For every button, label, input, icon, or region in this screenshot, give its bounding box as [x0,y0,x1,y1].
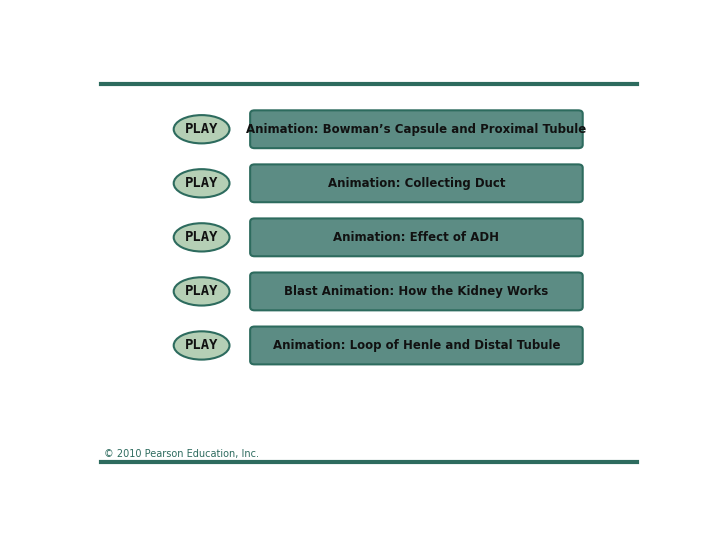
Text: PLAY: PLAY [185,339,218,353]
Ellipse shape [174,332,230,360]
Ellipse shape [174,169,230,198]
Text: Animation: Loop of Henle and Distal Tubule: Animation: Loop of Henle and Distal Tubu… [273,339,560,352]
Text: PLAY: PLAY [185,231,218,245]
FancyBboxPatch shape [250,219,582,256]
FancyBboxPatch shape [250,273,582,310]
FancyBboxPatch shape [250,110,582,148]
Text: Blast Animation: How the Kidney Works: Blast Animation: How the Kidney Works [284,285,549,298]
FancyBboxPatch shape [250,164,582,202]
FancyBboxPatch shape [250,327,582,364]
Ellipse shape [174,223,230,252]
Text: Animation: Collecting Duct: Animation: Collecting Duct [328,177,505,190]
Text: © 2010 Pearson Education, Inc.: © 2010 Pearson Education, Inc. [104,449,259,459]
Text: Animation: Bowman’s Capsule and Proximal Tubule: Animation: Bowman’s Capsule and Proximal… [246,123,587,136]
Text: PLAY: PLAY [185,285,218,299]
Text: PLAY: PLAY [185,176,218,190]
Text: Animation: Effect of ADH: Animation: Effect of ADH [333,231,500,244]
Ellipse shape [174,277,230,306]
Text: PLAY: PLAY [185,122,218,136]
Ellipse shape [174,115,230,144]
